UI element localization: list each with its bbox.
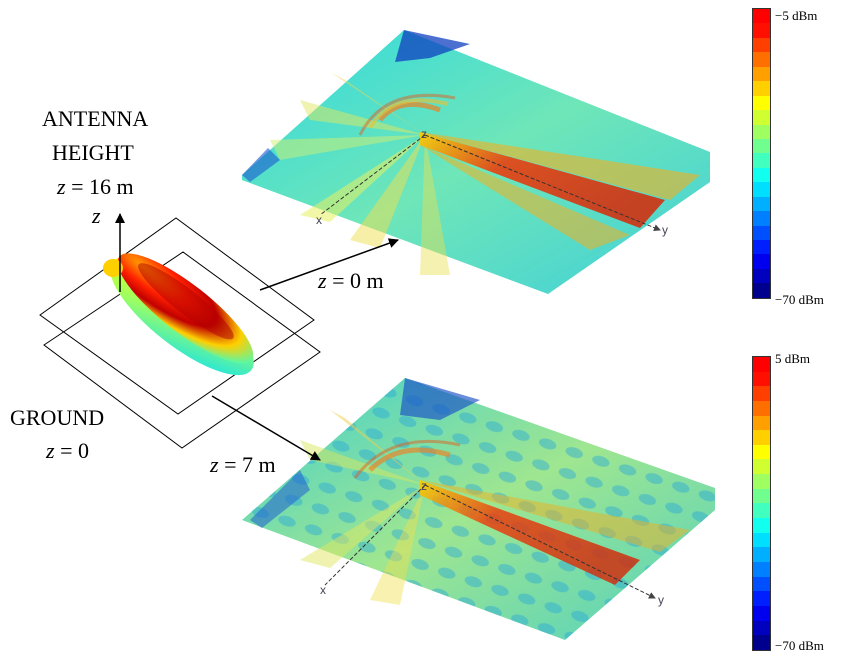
height-label: HEIGHT [52, 140, 134, 165]
antenna-height-value: = 16 m [71, 174, 134, 199]
colorbar-segment [753, 386, 770, 401]
heatmap-z7: x y z [242, 378, 715, 640]
colorbar-segment [753, 503, 770, 519]
colorbar-segment [753, 430, 770, 445]
colorbar-segment [753, 635, 770, 650]
colorbar-segment [753, 444, 770, 460]
colorbar-segment [753, 138, 770, 154]
ground-value: = 0 [60, 438, 89, 463]
heatmap-z0-z-axis-label: z [421, 127, 427, 141]
colorbar-segment [753, 66, 770, 82]
plane-top [39, 217, 315, 415]
colorbar-segment [753, 37, 770, 53]
heatmap-z7-x-axis-label: x [320, 583, 326, 597]
colorbar-segment [753, 9, 770, 24]
colorbar-segment [753, 357, 770, 372]
colorbar-segment [753, 371, 770, 387]
z-variable: z [57, 174, 66, 199]
colorbar-top-min-label: −70 dBm [775, 292, 824, 307]
colorbar-segment [753, 605, 770, 621]
colorbar-segment [753, 254, 770, 269]
heatmap-z0-y-axis-label: y [662, 223, 668, 237]
colorbar-segment [753, 591, 770, 606]
ground-label: GROUND [10, 405, 105, 430]
colorbar-segment [753, 225, 770, 240]
heatmap-z0: x y z [242, 30, 710, 294]
colorbar-segment [753, 620, 770, 636]
colorbar-segment [753, 196, 770, 212]
colorbar-segment [753, 561, 770, 577]
colorbar-segment [753, 459, 770, 475]
colorbar-bottom-min-label: −70 dBm [775, 638, 824, 653]
colorbar-segment [753, 518, 770, 533]
colorbar-segment [753, 474, 770, 489]
colorbar-segment [753, 124, 770, 139]
colorbar-segment [753, 211, 770, 226]
antenna-pattern-diagram [39, 213, 399, 461]
colorbar-bottom [752, 356, 771, 651]
colorbar-segment [753, 182, 770, 197]
colorbar-segment [753, 153, 770, 168]
antenna-label: ANTENNA [42, 106, 149, 131]
colorbar-segment [753, 240, 770, 255]
colorbar-segment [753, 488, 770, 504]
colorbar-segment [753, 532, 770, 548]
colorbar-top-max-label: −5 dBm [775, 8, 818, 23]
arrow-to-z0 [259, 238, 399, 291]
colorbar-segment [753, 167, 770, 183]
colorbar-segment [753, 547, 770, 562]
colorbar-segment [753, 268, 770, 284]
colorbar-segment [753, 52, 770, 67]
arrow-to-z7 [211, 395, 321, 461]
z-axis-label: z [92, 203, 101, 228]
z7-plane-label: z = 7 m [210, 452, 276, 477]
colorbar-segment [753, 400, 770, 416]
colorbar-top [752, 8, 771, 299]
colorbar-segment [753, 23, 770, 38]
antenna-height-equation: z = 16 m [57, 176, 134, 198]
z-variable: z [46, 438, 55, 463]
colorbar-segment [753, 415, 770, 431]
heatmap-z7-y-axis-label: y [658, 593, 664, 607]
ground-equation: z = 0 [46, 440, 89, 462]
colorbar-segment [753, 283, 770, 298]
z0-plane-label: z = 0 m [318, 268, 384, 293]
colorbar-segment [753, 95, 770, 111]
colorbar-segment [753, 81, 770, 96]
colorbar-segment [753, 110, 770, 125]
heatmap-z7-z-axis-label: z [421, 479, 427, 493]
colorbar-bottom-max-label: 5 dBm [775, 351, 811, 366]
colorbar-segment [753, 576, 770, 592]
heatmap-z0-x-axis-label: x [316, 213, 322, 227]
